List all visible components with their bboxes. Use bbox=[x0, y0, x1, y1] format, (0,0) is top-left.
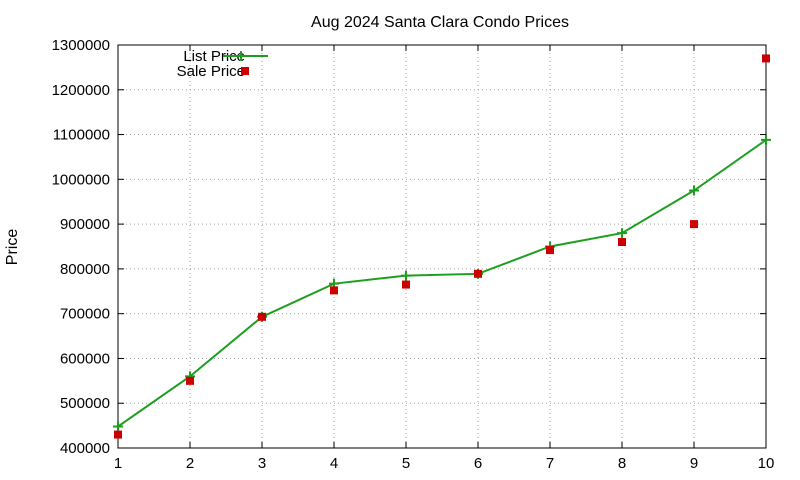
y-tick-label: 700000 bbox=[60, 306, 110, 323]
x-tick-label: 10 bbox=[758, 455, 775, 472]
y-tick-label: 600000 bbox=[60, 350, 110, 367]
x-tick-label: 9 bbox=[690, 455, 698, 472]
y-tick-label: 1200000 bbox=[52, 82, 110, 99]
y-tick-label: 1100000 bbox=[53, 127, 110, 144]
y-axis-label: Price bbox=[4, 229, 21, 266]
legend-label-sale-price: Sale Price bbox=[177, 63, 245, 80]
chart-title: Aug 2024 Santa Clara Condo Prices bbox=[311, 14, 569, 31]
data-point-sale-price bbox=[546, 246, 554, 255]
x-tick-label: 6 bbox=[474, 455, 482, 472]
plot-frame bbox=[117, 44, 767, 449]
legend-label-list-price: List Price bbox=[183, 48, 245, 65]
data-point-sale-price bbox=[762, 54, 770, 63]
series-sale-price bbox=[114, 54, 770, 439]
series bbox=[113, 54, 771, 439]
y-tick-label: 800000 bbox=[60, 261, 110, 278]
data-point-list-price bbox=[761, 134, 771, 145]
y-tick-label: 1000000 bbox=[52, 171, 110, 188]
y-tick-label: 400000 bbox=[60, 440, 110, 457]
x-tick-label: 2 bbox=[186, 455, 194, 472]
data-point-sale-price bbox=[330, 286, 338, 295]
y-tick-label: 1300000 bbox=[52, 37, 110, 54]
data-point-sale-price bbox=[474, 269, 482, 278]
data-point-sale-price bbox=[258, 312, 266, 321]
data-point-list-price bbox=[689, 185, 699, 196]
x-tick-label: 4 bbox=[330, 455, 338, 472]
data-point-sale-price bbox=[186, 376, 194, 385]
data-point-sale-price bbox=[114, 430, 122, 439]
y-axis: 400000 500000 600000 700000 800000 900000 1000… bbox=[52, 37, 766, 457]
legend-marker-list-price bbox=[236, 51, 246, 61]
data-point-sale-price bbox=[618, 238, 626, 247]
legend: List Price Sale Price bbox=[177, 48, 268, 80]
y-tick-label: 900000 bbox=[60, 216, 110, 233]
y-tick-label: 500000 bbox=[60, 395, 110, 412]
legend-marker-sale-price bbox=[241, 67, 249, 75]
data-point-sale-price bbox=[402, 280, 410, 289]
data-point-list-price bbox=[401, 270, 411, 281]
x-tick-label: 5 bbox=[402, 455, 410, 472]
data-point-sale-price bbox=[690, 220, 698, 229]
grid bbox=[118, 45, 766, 448]
x-tick-label: 3 bbox=[258, 455, 266, 472]
x-tick-label: 8 bbox=[618, 455, 626, 472]
series-line-list-price bbox=[117, 139, 767, 428]
data-point-list-price bbox=[113, 421, 123, 432]
x-axis: 1 2 3 4 5 6 7 8 9 10 bbox=[114, 45, 775, 472]
data-point-list-price bbox=[617, 228, 627, 239]
x-tick-label: 7 bbox=[546, 455, 554, 472]
x-tick-label: 1 bbox=[114, 455, 122, 472]
